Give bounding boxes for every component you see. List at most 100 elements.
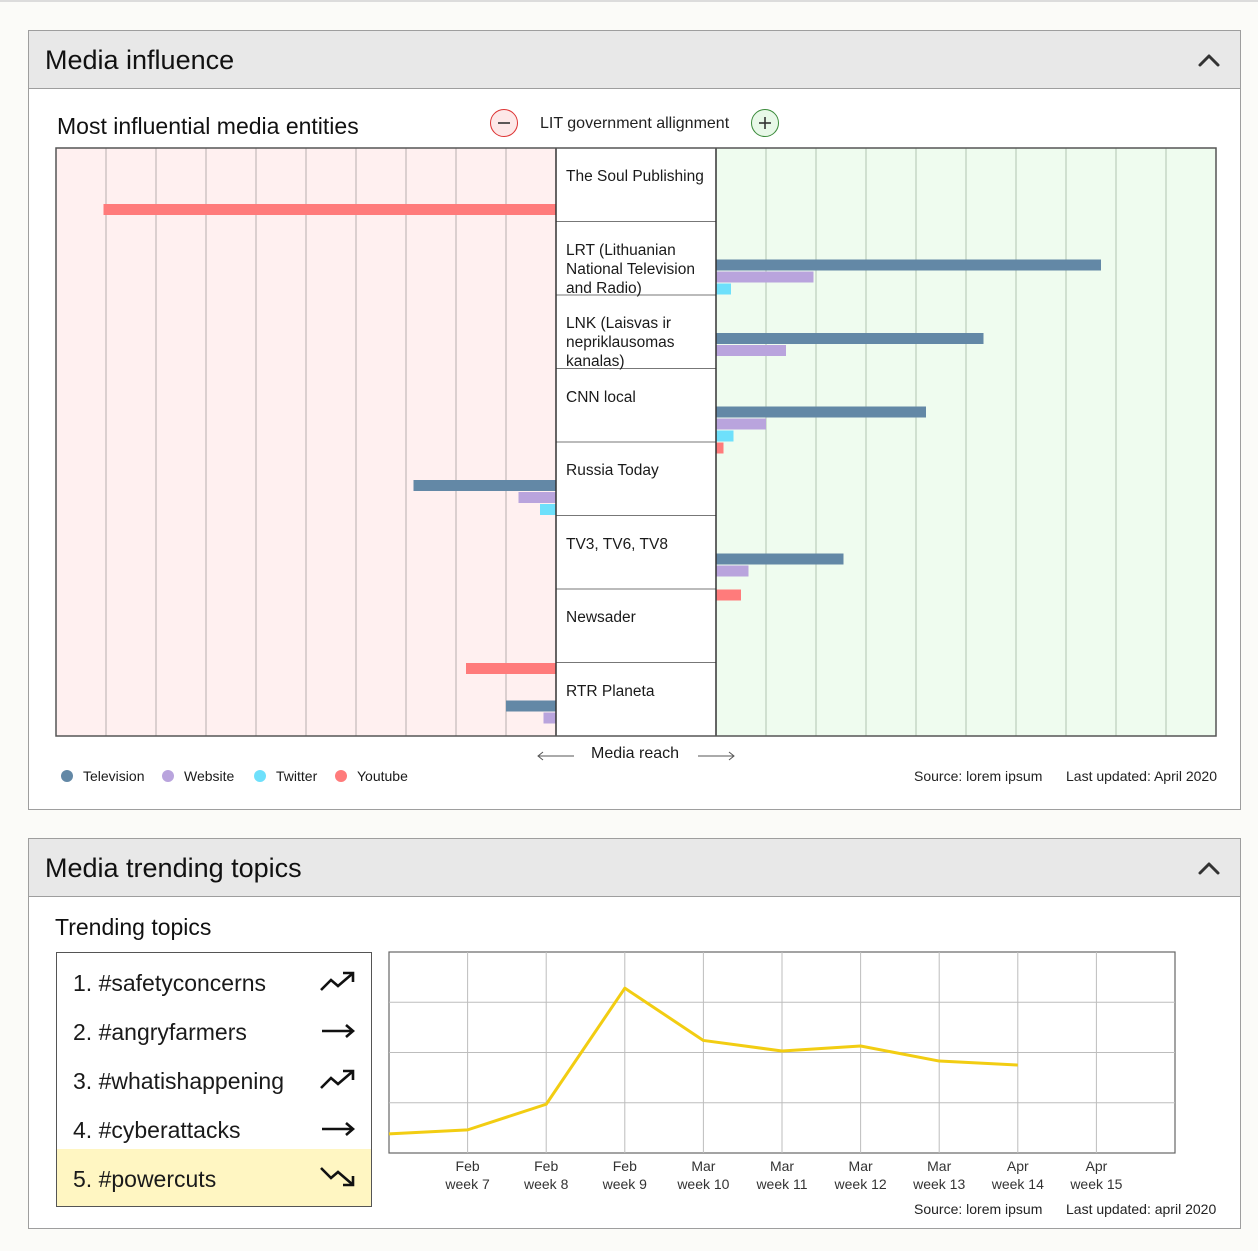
bar-website xyxy=(716,565,749,577)
topic-item[interactable]: 4. #cyberattacks xyxy=(57,1104,371,1153)
panel-title: Media trending topics xyxy=(45,853,302,883)
x-tick-label: Apr week 15 xyxy=(1056,1157,1136,1193)
x-tick-week: week 8 xyxy=(524,1176,569,1192)
window-top-border xyxy=(0,0,1258,2)
x-tick-label: Mar week 11 xyxy=(742,1157,822,1193)
bar-youtube xyxy=(466,663,556,674)
legend-item-television: Television xyxy=(61,768,144,784)
x-tick-label: Apr week 14 xyxy=(978,1157,1058,1193)
legend-label: Television xyxy=(83,768,145,784)
x-tick-month: Apr xyxy=(1006,1158,1029,1174)
bar-television xyxy=(716,406,926,418)
x-tick-label: Mar week 13 xyxy=(899,1157,979,1193)
x-tick-month: Mar xyxy=(927,1158,952,1174)
topic-item[interactable]: 1. #safetyconcerns xyxy=(57,957,371,1006)
entity-label: Newsader xyxy=(566,609,636,626)
entity-label: LRT (Lithuanian National Television and … xyxy=(566,241,695,297)
x-tick-week: week 11 xyxy=(756,1176,808,1192)
trending-line-chart xyxy=(388,951,1176,1154)
axis-caption: Media reach xyxy=(591,745,680,762)
chevron-up-icon[interactable] xyxy=(1196,49,1222,71)
x-tick-month: Mar xyxy=(769,1158,795,1174)
media-influence-panel: Media influence Most influential media e… xyxy=(28,30,1241,810)
entity-label: CNN local xyxy=(566,388,636,406)
trend-line xyxy=(388,986,1018,1136)
x-tick-month: Feb xyxy=(455,1158,480,1174)
x-tick-week: week 7 xyxy=(445,1176,490,1192)
source-note: Source: lorem ipsum xyxy=(914,1201,1043,1217)
topic-label: 2. #angryfarmers xyxy=(73,1019,247,1045)
alignment-label: LIT government allignment xyxy=(540,115,730,132)
bar-twitter xyxy=(716,283,731,295)
x-tick-label: Feb week 7 xyxy=(428,1157,508,1193)
x-tick-week: week 12 xyxy=(834,1176,887,1192)
arrow-right-icon xyxy=(322,1024,355,1038)
x-tick-label: Feb week 8 xyxy=(506,1157,586,1193)
x-tick-month: Feb xyxy=(612,1158,637,1174)
x-tick-label: Feb week 9 xyxy=(585,1157,665,1193)
arrow-right-icon xyxy=(698,751,735,761)
x-axis-labels: Feb week 7 Feb week 8 Feb week 9 Mar week 10 Mar… xyxy=(388,1157,1178,1197)
bar-website xyxy=(543,712,556,724)
entity-label: The Soul Publishing xyxy=(566,168,704,185)
topic-label: 5. #powercuts xyxy=(73,1166,217,1192)
bar-television xyxy=(716,259,1101,271)
chart-title: Most influential media entities xyxy=(57,113,359,139)
trending-down-icon xyxy=(320,1167,355,1187)
last-updated: Last updated: April 2020 xyxy=(1066,768,1218,784)
bar-television xyxy=(506,700,556,712)
legend-label: Website xyxy=(184,768,235,784)
bar-television xyxy=(413,480,556,491)
topic-label: 3. #whatishappening xyxy=(73,1068,284,1094)
entity-label: RTR Planeta xyxy=(566,682,655,700)
x-tick-week: week 14 xyxy=(991,1176,1044,1192)
bar-twitter xyxy=(540,504,556,515)
source-note: Source: lorem ipsum xyxy=(914,768,1043,784)
panel-header: Media trending topics xyxy=(29,839,1240,897)
x-tick-label: Mar week 12 xyxy=(821,1157,901,1193)
bar-television xyxy=(716,553,844,565)
bar-website xyxy=(716,418,766,430)
x-tick-week: week 10 xyxy=(677,1176,730,1192)
panel-title: Media influence xyxy=(45,45,235,75)
chart-border xyxy=(55,147,1217,737)
bar-youtube xyxy=(716,589,741,601)
topic-label: 4. #cyberattacks xyxy=(73,1117,241,1143)
plus-circle-icon[interactable] xyxy=(751,109,779,137)
legend-label: Youtube xyxy=(357,768,408,784)
legend-dot xyxy=(162,770,174,782)
bar-website xyxy=(716,271,814,283)
arrow-left-icon xyxy=(537,751,574,761)
x-tick-month: Apr xyxy=(1085,1158,1108,1174)
bar-youtube xyxy=(103,204,556,215)
entity-label: Russia Today xyxy=(566,462,659,479)
topic-item[interactable]: 2. #angryfarmers xyxy=(57,1006,371,1055)
topic-list: 1. #safetyconcerns 2. #angryfarmers 3. #… xyxy=(56,952,372,1207)
bar-website xyxy=(518,492,556,503)
entity-label: LNK (Laisvas ir nepriklausomas kanalas) xyxy=(566,315,675,370)
bar-youtube xyxy=(716,442,724,454)
topic-item[interactable]: 3. #whatishappening xyxy=(57,1055,371,1104)
x-tick-label: Mar week 10 xyxy=(663,1157,743,1193)
chart-legend: Television Website Twitter Youtube xyxy=(61,768,461,788)
minus-circle-icon[interactable] xyxy=(490,109,518,137)
media-trending-panel: Media trending topics Trending topics 1.… xyxy=(28,838,1241,1229)
chevron-up-icon[interactable] xyxy=(1196,857,1222,879)
x-tick-week: week 13 xyxy=(913,1176,966,1192)
legend-dot xyxy=(61,770,73,782)
bar-website xyxy=(716,345,786,356)
x-tick-month: Mar xyxy=(848,1158,873,1174)
legend-item-youtube: Youtube xyxy=(335,768,408,784)
bar-television xyxy=(716,333,984,344)
x-tick-week: week 15 xyxy=(1070,1176,1123,1192)
legend-item-twitter: Twitter xyxy=(254,768,317,784)
media-influence-chart xyxy=(55,147,1217,737)
x-tick-month: Mar xyxy=(691,1158,716,1174)
x-tick-week: week 9 xyxy=(602,1176,647,1192)
entity-labels: The Soul Publishing LRT (Lithuanian Natio… xyxy=(556,148,716,736)
legend-dot xyxy=(254,770,266,782)
arrow-right-icon xyxy=(322,1122,355,1136)
topic-item-highlighted[interactable]: 5. #powercuts xyxy=(57,1149,371,1206)
topic-label: 1. #safetyconcerns xyxy=(73,970,267,996)
last-updated: Last updated: april 2020 xyxy=(1066,1201,1217,1217)
